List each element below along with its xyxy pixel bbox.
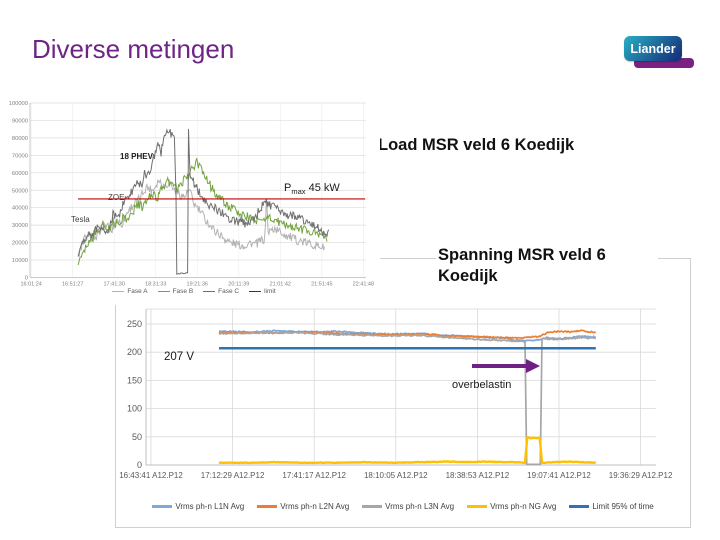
- load-chart-svg: 1000009000080000700006000050000400003000…: [9, 101, 374, 288]
- tesla-annotation: Tesla: [71, 215, 90, 224]
- pmax-rest: 45 kW: [305, 182, 340, 194]
- logo-underline-bar: [634, 58, 694, 68]
- svg-text:200: 200: [127, 347, 142, 357]
- legend-swatch: [569, 505, 590, 508]
- svg-text:21:51:45: 21:51:45: [311, 282, 332, 288]
- load-chart-panel: 100000 90000 80000 70000 60000 50000 40000 3000…: [8, 95, 380, 305]
- svg-text:80000: 80000: [12, 136, 28, 142]
- svg-text:18:31:33: 18:31:33: [145, 282, 166, 288]
- legend-item: limit: [249, 288, 276, 295]
- legend-item: Fase B: [157, 288, 194, 295]
- series-fase-a: [77, 177, 325, 258]
- svg-text:250: 250: [127, 319, 142, 329]
- svg-text:16:51:27: 16:51:27: [62, 282, 83, 288]
- svg-text:100: 100: [127, 404, 142, 414]
- svg-text:19:07:41 A12.P12: 19:07:41 A12.P12: [527, 471, 591, 480]
- svg-text:22:41:48: 22:41:48: [353, 282, 374, 288]
- legend-label: Vrms ph-n L1N Avg: [175, 502, 245, 511]
- legend-swatch: [257, 505, 278, 508]
- logo-box: Liander: [624, 36, 682, 61]
- svg-text:40000: 40000: [12, 206, 28, 212]
- pmax-annotation: Pmax 45 kW: [284, 182, 340, 196]
- svg-text:19:36:29 A12.P12: 19:36:29 A12.P12: [609, 471, 673, 480]
- svg-text:18:38:53 A12.P12: 18:38:53 A12.P12: [446, 471, 510, 480]
- pmax-p: P: [284, 182, 292, 194]
- legend-item: Vrms ph-n L3N Avg: [362, 502, 454, 511]
- svg-text:10000: 10000: [12, 258, 28, 264]
- voltage-chart-svg: 250 200 150 100 50 016:43:41 A12.P12 17:12:29 …: [119, 308, 673, 480]
- legend-label: Vrms ph-n L3N Avg: [385, 502, 455, 511]
- svg-text:60000: 60000: [12, 171, 28, 177]
- legend-label: Limit 95% of time: [592, 502, 654, 511]
- legend-item: Vrms ph-n NG Avg: [467, 502, 556, 511]
- legend-label: limit: [264, 288, 276, 295]
- series-fase-c: [77, 128, 330, 275]
- load-ytick-labels: 1000009000080000700006000050000400003000…: [9, 101, 28, 282]
- legend-label: Vrms ph-n L2N Avg: [280, 502, 350, 511]
- logo-text: Liander: [630, 41, 676, 56]
- slide-title: Diverse metingen: [32, 34, 235, 64]
- voltage-xtick-labels: 16:43:41 A12.P12 17:12:29 A12.P12 17:41:17…: [119, 471, 673, 480]
- svg-text:19:21:36: 19:21:36: [187, 282, 208, 288]
- svg-text:0: 0: [25, 276, 28, 282]
- svg-text:0: 0: [137, 460, 142, 470]
- legend-item: Limit 95% of time: [569, 502, 654, 511]
- legend-label: Fase B: [172, 288, 194, 295]
- legend-item: Vrms ph-n L2N Avg: [257, 502, 349, 511]
- liander-logo: Liander: [624, 36, 694, 70]
- zoe-annotation: ZOE: [108, 193, 125, 202]
- series-fase-b: [77, 158, 328, 266]
- voltage-chart-frame: 250 200 150 100 50 0 16:43:41 A12.P12 17:12:29 …: [115, 258, 691, 528]
- svg-text:90000: 90000: [12, 118, 28, 124]
- legend-item: Fase A: [112, 288, 148, 295]
- limit-value-annotation: 207 V: [164, 351, 195, 363]
- svg-text:30000: 30000: [12, 223, 28, 229]
- pmax-sub: max: [291, 187, 306, 197]
- legend-label: Fase A: [127, 288, 148, 295]
- svg-text:16:01:24: 16:01:24: [20, 282, 41, 288]
- series-vrms-ph-n-ng-avg: [218, 436, 596, 465]
- legend-swatch: [249, 290, 262, 293]
- svg-text:20000: 20000: [12, 241, 28, 247]
- legend-item: Vrms ph-n L1N Avg: [152, 502, 244, 511]
- series-vrms-ph-n-l2n-avg: [218, 329, 597, 340]
- legend-swatch: [467, 505, 488, 508]
- svg-text:20:11:39: 20:11:39: [228, 282, 249, 288]
- svg-text:17:41:30: 17:41:30: [103, 282, 124, 288]
- legend-swatch: [203, 290, 216, 293]
- load-chart-legend: Fase A Fase B Fase C limit: [8, 288, 380, 295]
- legend-swatch: [152, 505, 173, 508]
- svg-text:17:41:17 A12.P12: 17:41:17 A12.P12: [282, 471, 346, 480]
- phev-annotation: 18 PHEV: [120, 152, 153, 161]
- legend-label: Vrms ph-n NG Avg: [490, 502, 557, 511]
- series-vrms-ph-n-l3n-avg: [218, 331, 596, 466]
- svg-text:17:12:29 A12.P12: 17:12:29 A12.P12: [201, 471, 265, 480]
- svg-text:100000: 100000: [9, 101, 28, 107]
- svg-text:70000: 70000: [12, 153, 28, 159]
- voltage-chart-title: Spanning MSR veld 6 Koedijk: [436, 244, 658, 288]
- svg-text:18:10:05 A12.P12: 18:10:05 A12.P12: [364, 471, 428, 480]
- legend-item: Fase C: [203, 288, 239, 295]
- svg-text:21:01:42: 21:01:42: [270, 282, 291, 288]
- legend-swatch: [157, 290, 170, 293]
- overload-arrow-icon: [472, 359, 540, 373]
- svg-text:50: 50: [132, 432, 142, 442]
- svg-text:16:43:41 A12.P12: 16:43:41 A12.P12: [119, 471, 183, 480]
- voltage-ytick-labels: 250 200 150 100 50 0: [127, 319, 142, 470]
- load-chart-title: Load MSR veld 6 Koedijk: [378, 136, 575, 154]
- legend-swatch: [112, 290, 125, 293]
- overload-annotation: overbelastin: [452, 379, 512, 391]
- svg-text:150: 150: [127, 375, 142, 385]
- svg-text:50000: 50000: [12, 188, 28, 194]
- load-gridlines: [30, 102, 366, 278]
- load-xtick-labels: 16:01:24 16:51:27 17:41:30 18:31:33 19:21:36…: [20, 282, 374, 288]
- voltage-chart-legend: Vrms ph-n L1N Avg Vrms ph-n L2N Avg Vrms p…: [116, 502, 690, 511]
- legend-label: Fase C: [218, 288, 240, 295]
- legend-swatch: [362, 505, 383, 508]
